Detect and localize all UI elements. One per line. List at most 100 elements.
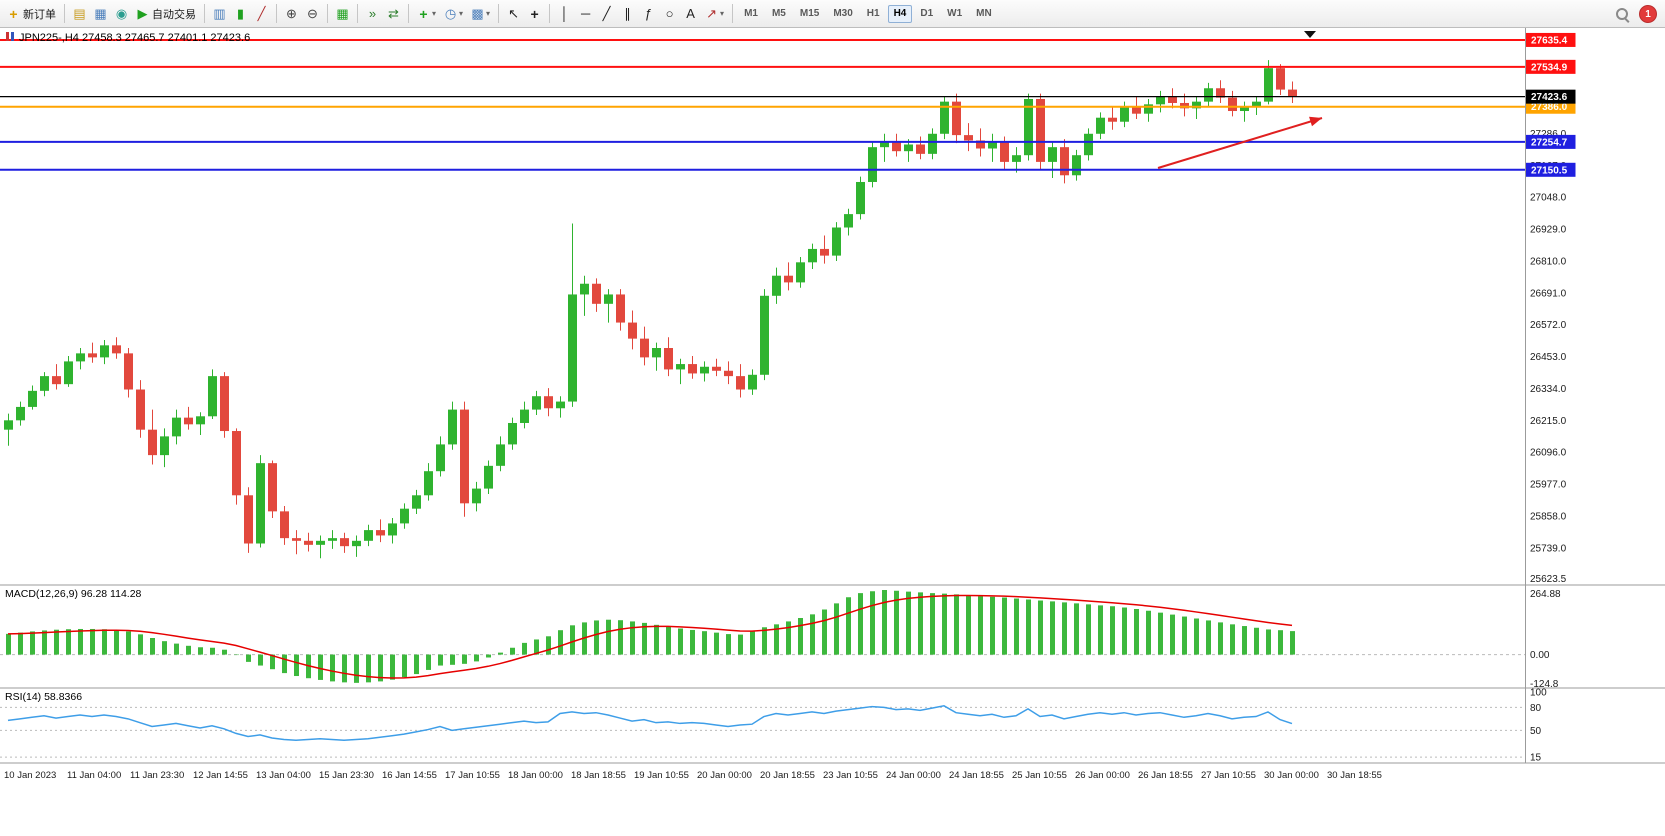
timeframe-h1-button[interactable]: H1 — [866, 7, 880, 19]
candle-up — [940, 101, 949, 134]
candle-up — [364, 530, 373, 541]
channel-button[interactable]: ∥ — [617, 3, 638, 25]
candle-up — [856, 181, 865, 215]
candle-up — [64, 361, 73, 385]
horizontal-line-button[interactable]: ─ — [575, 3, 596, 25]
text-label-button[interactable]: A — [680, 3, 701, 25]
candle-up — [880, 141, 889, 148]
time-axis-label: 24 Jan 18:55 — [949, 770, 1004, 781]
candle-up — [904, 144, 913, 152]
time-axis-label: 26 Jan 18:55 — [1138, 770, 1193, 781]
candle-down — [304, 540, 313, 545]
candle-up — [700, 366, 709, 374]
shapes-button[interactable]: ○ — [659, 3, 680, 25]
price-axis-label: 27286.0 — [1530, 129, 1567, 140]
candle-up — [76, 353, 85, 362]
new-chart-button[interactable]: + ▾ — [413, 3, 440, 25]
candle-down — [640, 338, 649, 358]
navigator-button[interactable]: ◉ — [111, 3, 132, 25]
candle-up — [436, 444, 445, 472]
time-axis-label: 18 Jan 18:55 — [571, 770, 626, 781]
candle-down — [112, 345, 121, 354]
candle-down — [616, 294, 625, 323]
price-badge-label: 27635.4 — [1531, 35, 1568, 46]
price-chart-canvas[interactable]: 27524.027405.027286.027167.027048.026929… — [0, 28, 1665, 836]
price-axis-label: 25739.0 — [1530, 543, 1567, 554]
chart-window: 27524.027405.027286.027167.027048.026929… — [0, 28, 1665, 836]
timeframe-w1-button[interactable]: W1 — [947, 7, 963, 19]
candle-up — [328, 538, 337, 541]
zoom-out-button[interactable]: ⊖ — [302, 3, 323, 25]
new-order-icon: + — [9, 5, 18, 22]
vertical-line-button[interactable]: │ — [554, 3, 575, 25]
toolbar-separator — [549, 4, 551, 23]
trend-arrow-line[interactable] — [1157, 117, 1323, 169]
arrows-button[interactable]: ↗ ▾ — [701, 3, 728, 25]
candle-up — [208, 376, 217, 417]
zoom-in-button[interactable]: ⊕ — [281, 3, 302, 25]
candle-down — [52, 376, 61, 385]
price-axis-label: 26572.0 — [1530, 320, 1567, 331]
cursor-icon: ↖ — [508, 6, 519, 21]
timeframe-m15-button[interactable]: M15 — [799, 7, 820, 19]
toolbar-separator — [204, 4, 205, 23]
timeframe-mn-button[interactable]: MN — [976, 7, 992, 19]
time-axis-label: 19 Jan 10:55 — [634, 770, 689, 781]
tile-windows-button[interactable]: ▦ — [332, 3, 353, 25]
timeframe-m5-button[interactable]: M5 — [771, 7, 786, 19]
candlestick-icon: ▮ — [236, 6, 245, 21]
new-order-button[interactable]: + 新订单 — [3, 3, 60, 25]
price-badge — [1525, 32, 1576, 47]
trendline-button[interactable]: ╱ — [596, 3, 617, 25]
trendline-icon: ╱ — [602, 6, 611, 21]
chart-shift-button[interactable]: ⇄ — [383, 3, 404, 25]
time-axis-label: 25 Jan 10:55 — [1012, 770, 1067, 781]
candlestick-chart-button[interactable]: ▮ — [230, 3, 251, 25]
dropdown-caret-icon: ▾ — [459, 9, 464, 18]
candle-up — [808, 248, 817, 263]
timeframe-m1-button[interactable]: M1 — [744, 7, 758, 19]
timeframe-h4-button[interactable]: H4 — [887, 4, 913, 23]
candle-up — [4, 420, 13, 430]
timeframe-d1-button[interactable]: D1 — [920, 7, 934, 19]
candle-up — [316, 540, 325, 545]
time-axis-label: 16 Jan 14:55 — [382, 770, 437, 781]
timeframe-m30-button[interactable]: M30 — [833, 7, 853, 19]
chart-shift-marker[interactable] — [1304, 31, 1316, 38]
profiles-icon: ◷ — [444, 6, 457, 21]
candle-down — [136, 389, 145, 430]
profiles-button[interactable]: ◷ ▾ — [440, 3, 467, 25]
trend-arrow-head[interactable] — [1309, 116, 1322, 127]
macd-indicator-label: MACD(12,26,9) 96.28 114.28 — [5, 588, 142, 600]
candle-up — [772, 275, 781, 296]
bar-chart-button[interactable]: ▥ — [209, 3, 230, 25]
fibonacci-button[interactable]: ƒ — [638, 3, 659, 25]
crosshair-button[interactable]: + — [524, 3, 545, 25]
vertical-line-icon: │ — [560, 6, 569, 21]
time-axis-label: 10 Jan 2023 — [4, 770, 56, 781]
dropdown-caret-icon: ▾ — [486, 9, 491, 18]
candle-down — [1276, 68, 1285, 90]
candle-up — [748, 374, 757, 390]
new-order-label: 新订单 — [23, 8, 56, 21]
auto-trading-button[interactable]: ▶ 自动交易 — [132, 3, 200, 25]
chart-ohlc-text: JPN225-,H4 27458.3 27465.7 27401.1 27423… — [19, 32, 251, 44]
line-chart-button[interactable]: ╱ — [251, 3, 272, 25]
price-axis-label: 26334.0 — [1530, 384, 1567, 395]
auto-scroll-button[interactable]: » — [362, 3, 383, 25]
candle-up — [1240, 106, 1249, 112]
chart-icon — [6, 32, 9, 41]
price-axis-label: 26215.0 — [1530, 416, 1567, 427]
market-watch-button[interactable]: ▤ — [69, 3, 90, 25]
templates-button[interactable]: ▩ ▾ — [467, 3, 494, 25]
data-window-button[interactable]: ▦ — [90, 3, 111, 25]
candle-down — [964, 135, 973, 141]
notification-badge[interactable]: 1 — [1639, 5, 1657, 23]
search-icon[interactable] — [1615, 7, 1629, 21]
rsi-axis-label: 100 — [1530, 688, 1547, 699]
candle-down — [1132, 106, 1141, 114]
candle-up — [196, 416, 205, 425]
cursor-button[interactable]: ↖ — [503, 3, 524, 25]
toolbar-separator — [357, 4, 358, 23]
price-axis-label: 25977.0 — [1530, 480, 1567, 491]
